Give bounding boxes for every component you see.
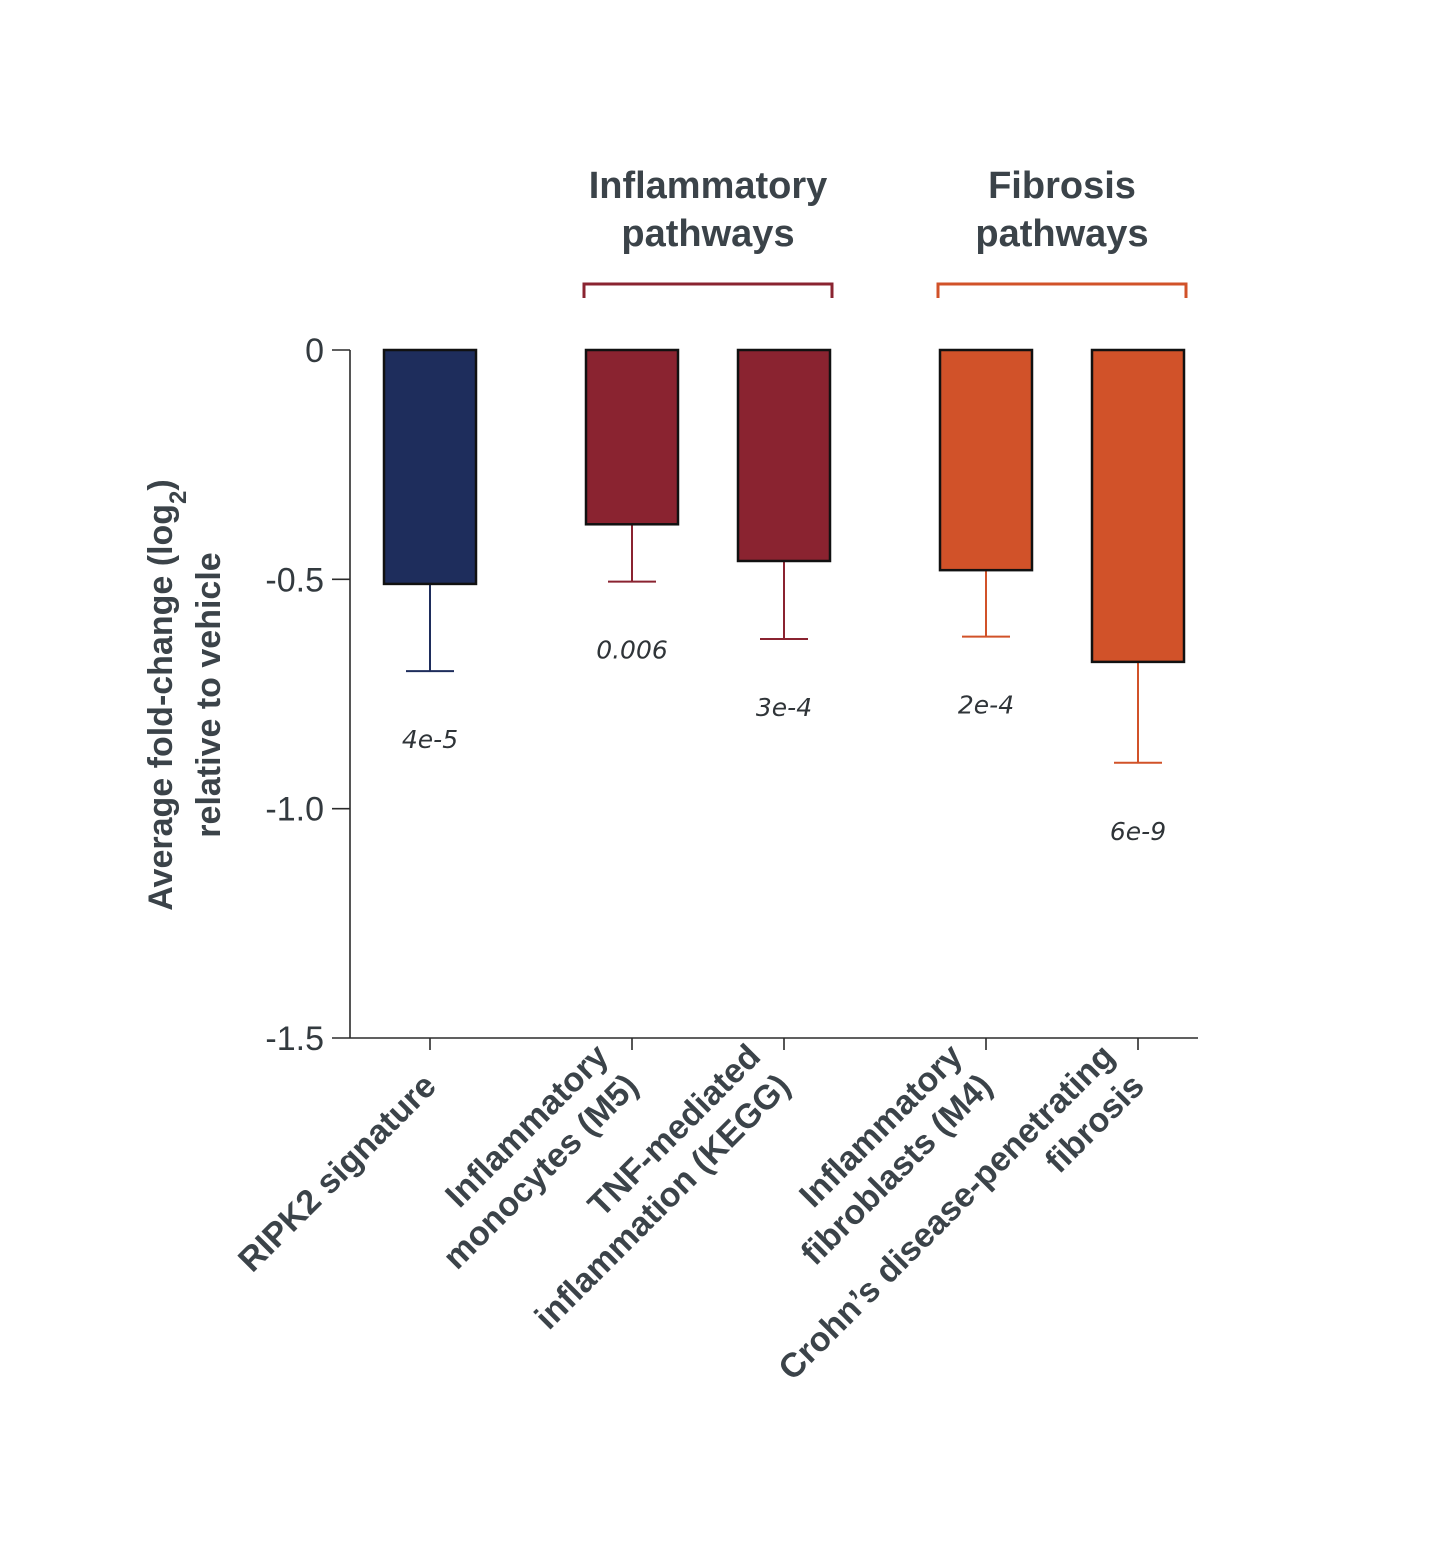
y-axis-title: Average fold-change (log2) [142, 479, 192, 910]
p-value-label: 0.006 [596, 636, 668, 665]
bar [1090, 348, 1186, 664]
group-label: Fibrosis pathways [975, 165, 1148, 255]
y-tick-label: -1.0 [265, 791, 324, 829]
bars: 4e-5 0.006 3e-4 2e-4 6e-9 [382, 348, 1186, 846]
group-bracket [582, 282, 834, 298]
category-label: Inflammatoryfibroblasts (M4) [764, 1037, 1000, 1273]
category-label: RIPK2 signature [231, 1067, 444, 1280]
bar [938, 348, 1034, 572]
group-bracket [936, 282, 1188, 298]
p-value-label: 2e-4 [958, 691, 1014, 720]
bar [382, 348, 478, 586]
y-axis-title-line2: relative to vehicle [190, 552, 228, 837]
bar [736, 348, 832, 563]
p-value-label: 4e-5 [402, 725, 458, 754]
axes: 0 -0.5 -1.0 -1.5 [265, 332, 1198, 1058]
p-value-label: 6e-9 [1110, 817, 1166, 846]
y-tick-label: -0.5 [265, 561, 324, 599]
group-label: Inflammatory pathways [589, 165, 828, 255]
y-tick-label: -1.5 [265, 1020, 324, 1058]
y-tick-label: 0 [305, 332, 324, 370]
p-value-label: 3e-4 [756, 693, 812, 722]
bar [584, 348, 680, 526]
group-brackets: Inflammatory pathways Fibrosis pathways [582, 165, 1188, 298]
